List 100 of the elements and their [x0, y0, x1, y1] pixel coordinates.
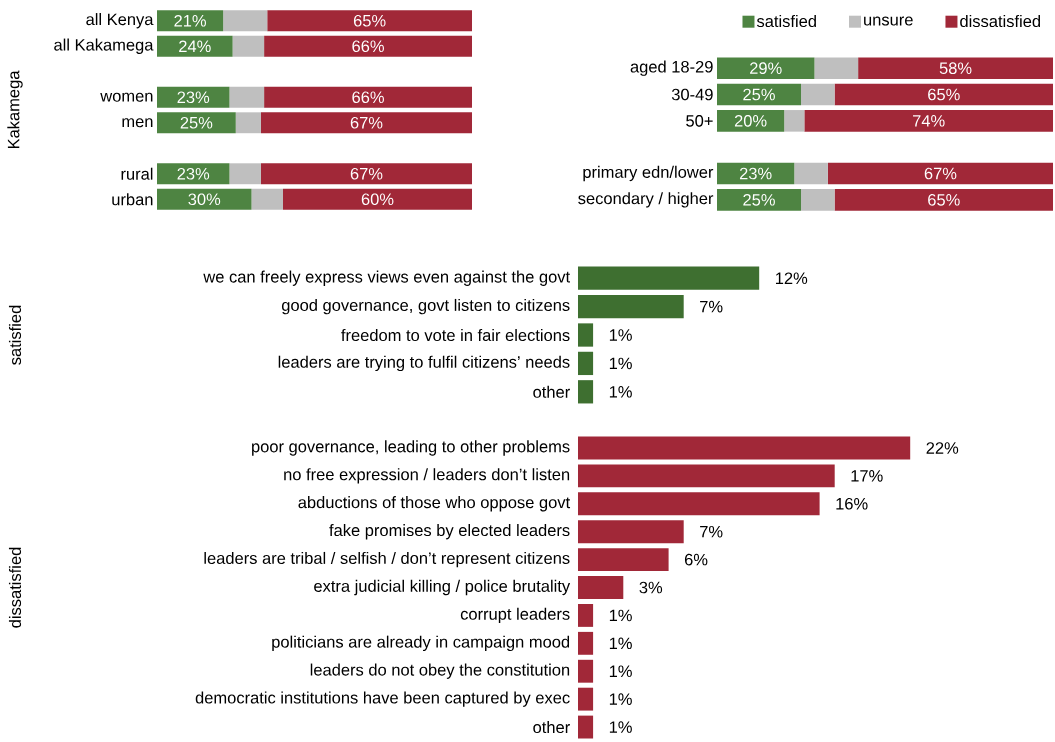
bar	[578, 548, 669, 572]
bar	[834, 189, 1054, 211]
data-label: 1%	[609, 386, 632, 398]
data-label: 3%	[639, 581, 663, 594]
data-label: 67%	[924, 167, 957, 180]
y-tick-label: rural	[121, 167, 153, 180]
y-tick-label: democratic institutions have been captured by exec	[195, 691, 570, 707]
bar	[232, 35, 265, 57]
bar	[578, 687, 594, 711]
data-label: 65%	[928, 193, 960, 206]
y-axis-title: Kakamega	[7, 70, 23, 149]
data-label: 74%	[913, 115, 945, 127]
legend-label: dissatisfied	[960, 14, 1041, 28]
data-label: 1%	[609, 637, 632, 650]
y-axis-title: dissatisfied	[8, 547, 22, 628]
bar	[578, 520, 684, 544]
y-tick-label: men	[122, 118, 153, 128]
y-tick-label: politicians are already in campaign mood	[272, 635, 570, 652]
data-label: 23%	[177, 91, 210, 104]
data-label: 1%	[609, 609, 632, 622]
y-tick-label: secondary / higher	[578, 192, 714, 208]
bar	[229, 163, 261, 185]
bar	[801, 189, 835, 211]
y-tick-label: 50+	[686, 115, 713, 127]
bar	[717, 189, 802, 211]
bar	[157, 35, 233, 57]
y-tick-label: urban	[112, 193, 153, 206]
bar	[578, 436, 911, 460]
bar	[251, 188, 283, 210]
y-tick-label: no free expression / leaders don’t listen	[284, 468, 570, 484]
bar	[717, 110, 785, 132]
y-axis-title: satisfied	[8, 305, 22, 365]
data-label: 66%	[352, 40, 384, 53]
data-label: 17%	[851, 470, 883, 482]
bar	[804, 110, 1054, 132]
data-label: 1%	[609, 665, 632, 678]
data-label: 65%	[353, 14, 386, 27]
data-label: 67%	[350, 167, 383, 180]
y-tick-label: poor governance, leading to other problems	[252, 440, 570, 456]
y-tick-label: all Kakamega	[54, 38, 154, 54]
bar	[834, 83, 1054, 106]
bar	[157, 86, 230, 108]
data-label: 24%	[179, 40, 211, 53]
bar	[578, 603, 594, 627]
bar	[264, 86, 472, 108]
data-label: 25%	[743, 193, 775, 206]
bar	[794, 162, 828, 185]
bar	[157, 188, 252, 210]
data-label: 21%	[174, 14, 206, 27]
bar	[827, 162, 1054, 185]
y-tick-label: aged 18-29	[630, 60, 713, 76]
legend-label: unsure	[864, 16, 913, 26]
y-tick-label: other	[533, 721, 570, 734]
bar	[578, 659, 594, 683]
data-label: 23%	[177, 167, 210, 180]
bar	[157, 112, 236, 134]
data-label: 60%	[361, 193, 394, 206]
bar	[578, 715, 594, 739]
data-label: 22%	[926, 442, 959, 454]
bar	[235, 112, 261, 134]
y-tick-label: abductions of those who oppose govt	[298, 496, 571, 512]
y-tick-label: fake promises by elected leaders	[329, 524, 570, 540]
data-label: 1%	[609, 693, 632, 705]
data-label: 20%	[734, 114, 767, 127]
y-tick-label: other	[533, 385, 570, 398]
bar	[784, 110, 805, 132]
bar	[267, 10, 472, 32]
legend-label: satisfied	[756, 14, 816, 28]
bar	[814, 57, 859, 79]
bar	[578, 492, 820, 516]
bar	[260, 163, 472, 185]
bar	[578, 631, 594, 655]
y-tick-label: extra judicial killing / police brutality	[314, 579, 571, 596]
data-label: 29%	[750, 62, 782, 75]
y-tick-label: women	[100, 92, 153, 102]
data-label: 58%	[939, 62, 972, 75]
y-tick-label: 30-49	[671, 88, 713, 101]
data-label: 66%	[352, 91, 384, 104]
y-tick-label: primary edn/lower	[583, 165, 714, 182]
data-label: 7%	[700, 300, 723, 313]
data-label: 1%	[609, 721, 632, 733]
data-label: 1%	[609, 329, 632, 341]
data-label: 25%	[180, 116, 213, 129]
data-label: 6%	[684, 553, 708, 566]
data-label: 16%	[836, 497, 868, 510]
data-label: 1%	[609, 357, 632, 370]
y-tick-label: leaders are trying to fulfil citizens’ needs	[278, 355, 570, 372]
y-tick-label: leaders do not obey the constitution	[310, 663, 570, 679]
data-label: 65%	[928, 88, 960, 101]
bar	[717, 83, 802, 106]
y-tick-label: freedom to vote in fair elections	[341, 328, 570, 342]
bar	[578, 576, 624, 599]
bar	[578, 464, 835, 488]
y-tick-label: we can freely express views even against the govt	[203, 270, 571, 286]
bar	[801, 83, 835, 106]
y-tick-label: good governance, govt listen to citizens	[281, 298, 570, 315]
bar	[223, 10, 268, 32]
bar	[157, 163, 230, 185]
bar	[260, 112, 472, 134]
data-label: 7%	[700, 525, 723, 538]
